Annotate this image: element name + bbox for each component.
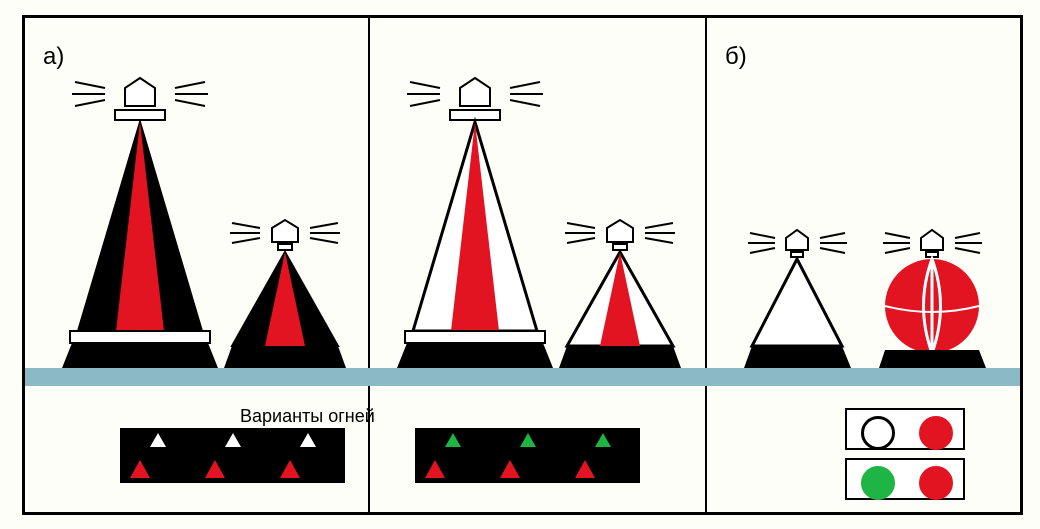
circle-icon xyxy=(861,466,895,500)
buoy-b-left xyxy=(740,228,855,368)
buoy-a1-small xyxy=(220,218,350,368)
circle-icon xyxy=(861,416,895,450)
buoy-b-right xyxy=(875,228,990,368)
light-panel-2 xyxy=(415,428,640,483)
circle-icon xyxy=(919,466,953,500)
color-box-1 xyxy=(845,408,965,450)
triangle-icon xyxy=(500,460,520,478)
buoy-a1-tall xyxy=(60,76,220,368)
color-box-2 xyxy=(845,458,965,500)
buoy-a2-tall xyxy=(395,76,555,368)
triangle-icon xyxy=(205,460,225,478)
circle-icon xyxy=(919,416,953,450)
triangle-icon xyxy=(425,460,445,478)
triangle-icon xyxy=(595,433,611,447)
triangle-icon xyxy=(225,433,241,447)
label-b: б) xyxy=(725,43,747,71)
triangle-icon xyxy=(130,460,150,478)
triangle-icon xyxy=(520,433,536,447)
triangle-icon xyxy=(445,433,461,447)
triangle-icon xyxy=(150,433,166,447)
buoy-a2-small xyxy=(555,218,685,368)
divider-1 xyxy=(368,18,370,512)
outer-frame: а) б) xyxy=(22,15,1023,515)
water-line xyxy=(25,368,1020,386)
lights-caption: Варианты огней xyxy=(240,406,375,427)
light-panel-1 xyxy=(120,428,345,483)
triangle-icon xyxy=(280,460,300,478)
divider-2 xyxy=(705,18,707,512)
triangle-icon xyxy=(575,460,595,478)
page: а) б) xyxy=(0,0,1040,529)
label-a: а) xyxy=(43,43,64,71)
triangle-icon xyxy=(300,433,316,447)
